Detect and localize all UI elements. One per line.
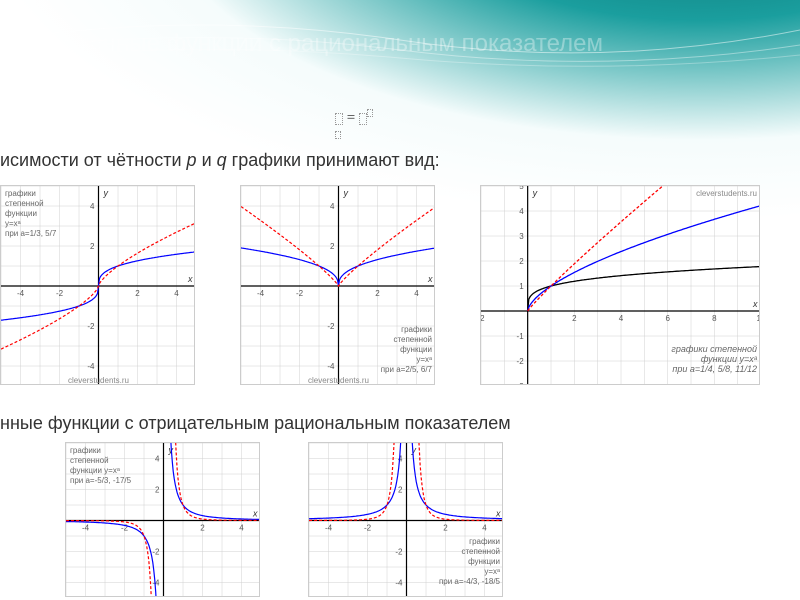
- svg-text:1: 1: [519, 282, 524, 291]
- svg-text:-2: -2: [480, 314, 485, 323]
- svg-text:-2: -2: [327, 322, 335, 331]
- svg-text:-4: -4: [395, 579, 403, 588]
- svg-text:y: y: [103, 188, 109, 198]
- svg-text:-2: -2: [395, 548, 403, 557]
- svg-text:cleverstudents.ru: cleverstudents.ru: [696, 189, 757, 198]
- svg-text:-1: -1: [517, 332, 525, 341]
- svg-text:при a=-4/3, -18/5: при a=-4/3, -18/5: [439, 577, 501, 586]
- svg-text:-4: -4: [257, 289, 265, 298]
- formula: =: [335, 105, 373, 149]
- subtitle-parity: исимости от чётности p и q графики прини…: [0, 150, 440, 171]
- chart: -4-224-4-224xyграфикистепеннойфункцииy=x…: [240, 185, 435, 385]
- svg-text:степенной: степенной: [393, 335, 432, 344]
- svg-text:10: 10: [757, 314, 760, 323]
- svg-text:x: x: [427, 274, 433, 284]
- svg-text:y: y: [168, 445, 174, 455]
- svg-text:x: x: [252, 509, 258, 519]
- svg-text:графики: графики: [5, 189, 36, 198]
- svg-text:при a=1/4, 5/8, 11/12: при a=1/4, 5/8, 11/12: [672, 364, 757, 374]
- svg-text:x: x: [752, 299, 758, 309]
- svg-text:графики: графики: [469, 537, 500, 546]
- svg-text:степенной: степенной: [70, 456, 109, 465]
- svg-text:функции: функции: [468, 557, 500, 566]
- svg-text:2: 2: [398, 486, 403, 495]
- svg-text:3: 3: [519, 232, 524, 241]
- svg-text:cleverstudents.ru: cleverstudents.ru: [68, 376, 129, 385]
- svg-text:4: 4: [330, 202, 335, 211]
- chart: -4-224-4-224xyграфикистепеннойфункцииy=x…: [308, 442, 503, 597]
- svg-text:cleverstudents.ru: cleverstudents.ru: [308, 376, 369, 385]
- svg-text:6: 6: [665, 314, 670, 323]
- svg-text:-2: -2: [56, 289, 64, 298]
- chart: -4-224-4-224xyграфикистепеннойфункции y=…: [65, 442, 260, 597]
- svg-text:4: 4: [414, 289, 419, 298]
- svg-text:графики: графики: [401, 325, 432, 334]
- svg-text:-4: -4: [87, 362, 95, 371]
- chart: -2 2 4 6 8 10 -3 -2 -1 1 2 3 4 5 x y графики степеннойфу…: [480, 185, 760, 385]
- svg-text:графики степенной: графики степенной: [671, 344, 757, 354]
- slide-title: Степенные функции с рациональным показат…: [35, 30, 603, 58]
- svg-text:степенной: степенной: [461, 547, 500, 556]
- svg-text:при a=2/5, 6/7: при a=2/5, 6/7: [381, 365, 433, 374]
- svg-text:-2: -2: [152, 548, 160, 557]
- svg-text:-4: -4: [82, 524, 90, 533]
- svg-text:2: 2: [90, 242, 95, 251]
- svg-text:8: 8: [712, 314, 717, 323]
- svg-text:4: 4: [482, 524, 487, 533]
- svg-text:2: 2: [572, 314, 577, 323]
- svg-text:4: 4: [90, 202, 95, 211]
- chart: -4-224-4-224xyграфикистепеннойфункцииy=x…: [0, 185, 195, 385]
- svg-text:степенной: степенной: [5, 199, 44, 208]
- svg-text:5: 5: [519, 185, 524, 191]
- svg-text:2: 2: [200, 524, 205, 533]
- svg-text:графики: графики: [70, 446, 101, 455]
- svg-text:при a=-5/3, -17/5: при a=-5/3, -17/5: [70, 476, 132, 485]
- svg-text:при a=1/3, 5/7: при a=1/3, 5/7: [5, 229, 57, 238]
- svg-text:4: 4: [174, 289, 179, 298]
- svg-text:функции y=xᵃ: функции y=xᵃ: [701, 354, 758, 364]
- svg-text:y: y: [532, 188, 538, 198]
- chart-row-positive: -4-224-4-224xyграфикистепеннойфункцииy=x…: [0, 185, 760, 385]
- svg-text:4: 4: [619, 314, 624, 323]
- svg-text:-2: -2: [364, 524, 372, 533]
- svg-text:-4: -4: [152, 579, 160, 588]
- svg-text:-3: -3: [517, 382, 525, 385]
- svg-text:4: 4: [519, 207, 524, 216]
- svg-text:y=xᵃ: y=xᵃ: [484, 567, 501, 576]
- svg-text:2: 2: [519, 257, 524, 266]
- svg-text:2: 2: [375, 289, 380, 298]
- svg-text:-4: -4: [327, 362, 335, 371]
- svg-text:-2: -2: [87, 322, 95, 331]
- subtitle-negative: нные функции с отрицательным рациональны…: [0, 413, 511, 434]
- svg-text:-2: -2: [517, 357, 525, 366]
- svg-text:x: x: [495, 509, 501, 519]
- chart-row-negative: -4-224-4-224xyграфикистепеннойфункции y=…: [65, 442, 503, 597]
- svg-text:-4: -4: [17, 289, 25, 298]
- svg-text:функции: функции: [400, 345, 432, 354]
- svg-text:y=xᵃ: y=xᵃ: [5, 219, 22, 228]
- svg-text:2: 2: [443, 524, 448, 533]
- svg-text:y=xᵃ: y=xᵃ: [416, 355, 433, 364]
- svg-text:функции: функции: [5, 209, 37, 218]
- svg-text:-2: -2: [296, 289, 304, 298]
- svg-text:2: 2: [330, 242, 335, 251]
- svg-text:x: x: [187, 274, 193, 284]
- svg-text:4: 4: [155, 455, 160, 464]
- svg-text:-4: -4: [325, 524, 333, 533]
- svg-text:функции y=xᵃ: функции y=xᵃ: [70, 466, 121, 475]
- svg-text:2: 2: [155, 486, 160, 495]
- svg-text:4: 4: [239, 524, 244, 533]
- svg-text:y: y: [343, 188, 349, 198]
- svg-text:2: 2: [135, 289, 140, 298]
